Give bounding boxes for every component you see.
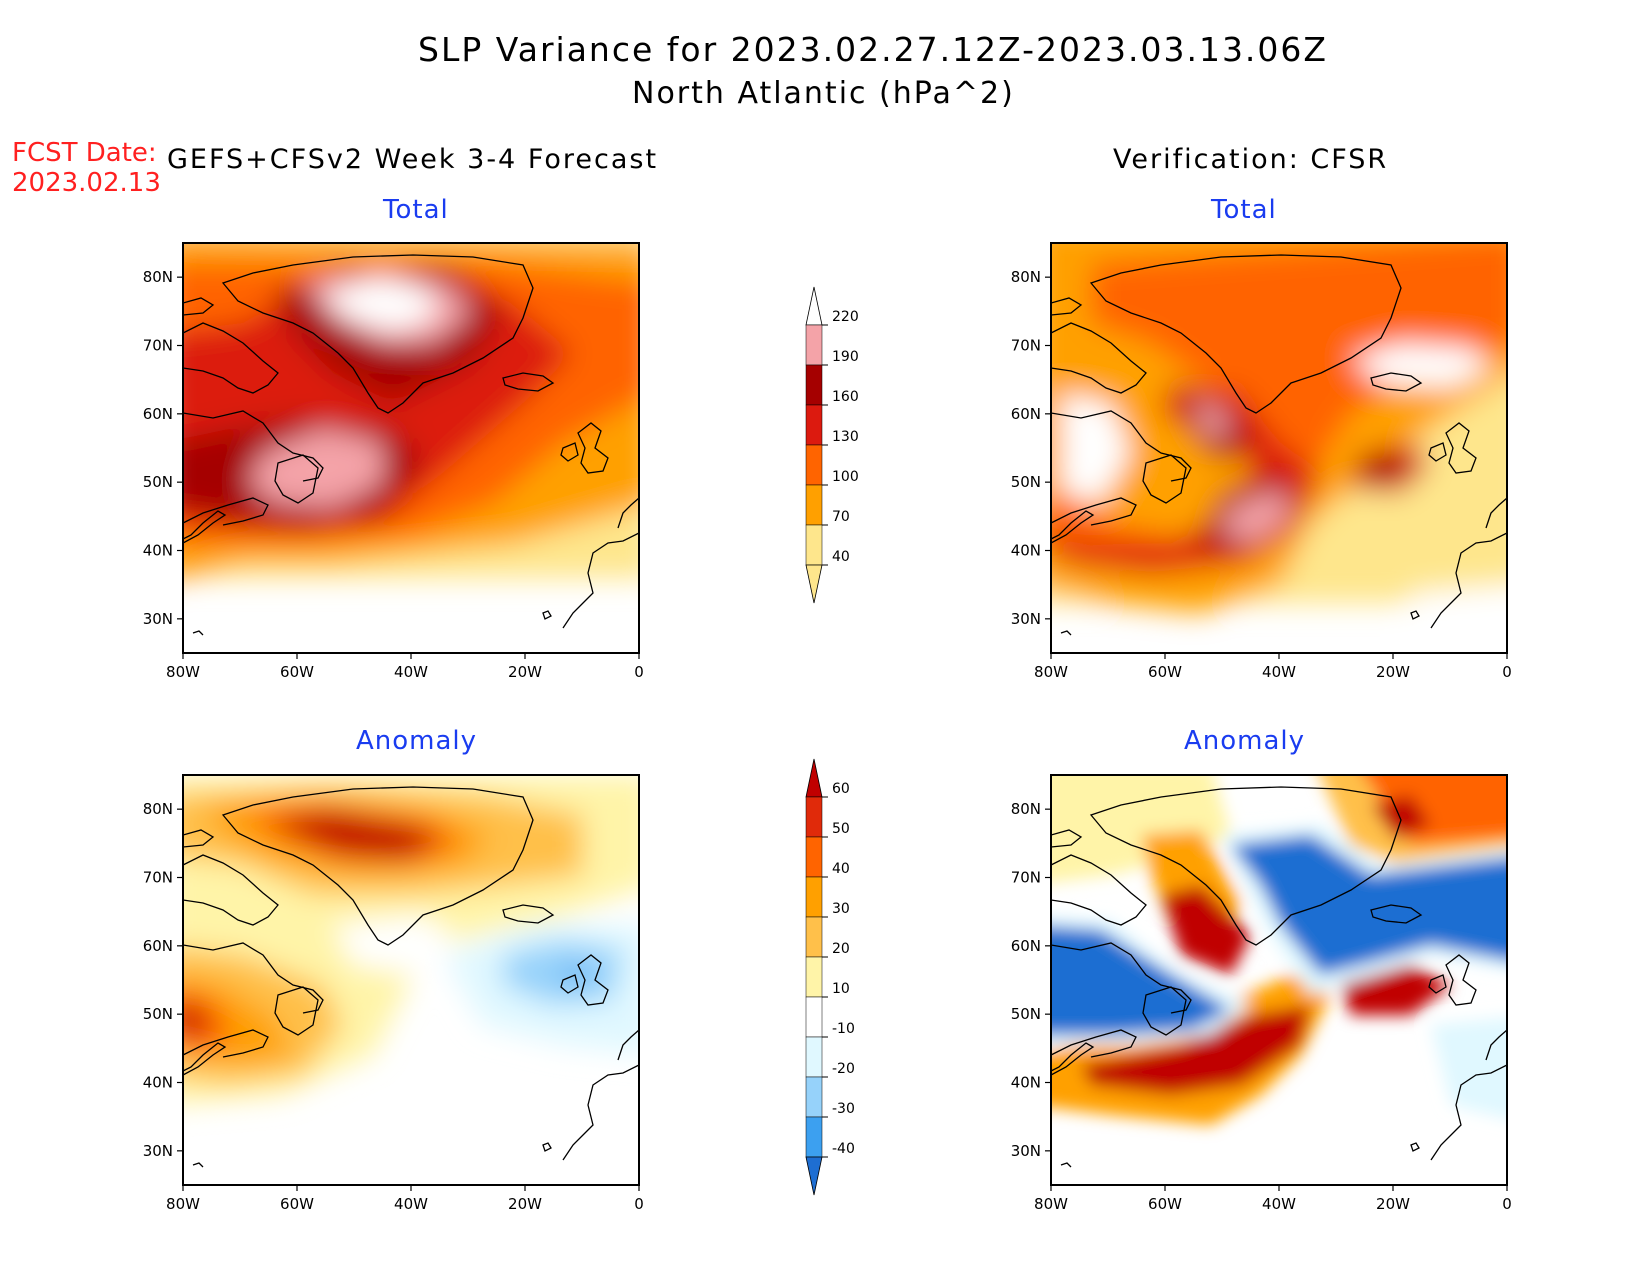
colorbar-swatch	[805, 484, 823, 526]
lon-label: 40W	[394, 663, 428, 681]
colorbar-label: 220	[832, 309, 859, 325]
lat-label: 70N	[143, 869, 173, 887]
lat-label: 70N	[1011, 869, 1041, 887]
colorbar-label: 50	[832, 821, 850, 837]
lon-label: 60W	[280, 663, 314, 681]
lon-label: 0	[634, 1195, 644, 1213]
left-header: GEFS+CFSv2 Week 3-4 Forecast	[167, 144, 659, 175]
colorbar-swatch	[805, 956, 823, 998]
lat-label: 70N	[143, 337, 173, 355]
lon-label: 20W	[508, 1195, 542, 1213]
lat-label: 40N	[1011, 542, 1041, 560]
colorbar-top-arrow	[805, 286, 823, 326]
lat-label: 50N	[1011, 1005, 1041, 1023]
subtitle: North Atlantic (hPa^2)	[632, 76, 1015, 111]
main-title: SLP Variance for 2023.02.27.12Z-2023.03.…	[418, 30, 1329, 69]
lon-label: 60W	[1148, 663, 1182, 681]
panel-title-verif-anomaly: Anomaly	[1184, 726, 1306, 756]
lon-label: 0	[1502, 1195, 1512, 1213]
colorbar-label: 60	[832, 781, 850, 797]
colorbar-swatch	[805, 1036, 823, 1078]
lon-label: 0	[634, 663, 644, 681]
lat-label: 30N	[1011, 610, 1041, 628]
right-header: Verification: CFSR	[1113, 144, 1389, 175]
lat-label: 60N	[1011, 405, 1041, 423]
lon-label: 80W	[166, 1195, 200, 1213]
colorbar-label: 190	[832, 349, 859, 365]
colorbar-label: 10	[832, 981, 850, 997]
colorbar-bottom-arrow	[805, 564, 823, 604]
colorbar-anomaly: 60 50 40 30 20 10 -10 -20 -30 -40	[805, 758, 855, 1196]
colorbar-label: -10	[832, 1021, 855, 1037]
colorbar-label: -40	[832, 1141, 855, 1157]
colorbar-bottom-arrow	[805, 1156, 823, 1196]
map-verification-total	[1050, 242, 1508, 654]
lon-label: 20W	[1376, 663, 1410, 681]
lat-label: 50N	[1011, 473, 1041, 491]
lon-label: 80W	[1034, 663, 1068, 681]
lat-label: 50N	[143, 473, 173, 491]
colorbar-label: -20	[832, 1061, 855, 1077]
lat-label: 80N	[1011, 268, 1041, 286]
colorbar-label: 20	[832, 941, 850, 957]
lat-label: 40N	[1011, 1074, 1041, 1092]
lat-label: 30N	[143, 1142, 173, 1160]
map-forecast-anomaly	[182, 774, 640, 1186]
lat-label: 80N	[143, 800, 173, 818]
colorbar-swatch	[805, 364, 823, 406]
colorbar-label: 40	[832, 861, 850, 877]
lat-label: 30N	[1011, 1142, 1041, 1160]
lat-label: 60N	[143, 937, 173, 955]
lon-label: 60W	[280, 1195, 314, 1213]
map-forecast-total	[182, 242, 640, 654]
colorbar-total: 220 190 160 130 100 70 40	[805, 286, 859, 604]
lon-label: 40W	[1262, 1195, 1296, 1213]
colorbar-swatch	[805, 524, 823, 566]
lat-label: 50N	[143, 1005, 173, 1023]
lat-label: 80N	[143, 268, 173, 286]
colorbar-swatch	[805, 996, 823, 1038]
lon-label: 40W	[394, 1195, 428, 1213]
colorbar-label: 40	[832, 549, 850, 565]
colorbar-top-arrow	[805, 758, 823, 798]
colorbar-label: 30	[832, 901, 850, 917]
colorbar-label: 160	[832, 389, 859, 405]
fcst-date-label: FCST Date:	[12, 138, 157, 168]
panel-title-fcst-total: Total	[383, 195, 449, 225]
lat-label: 60N	[143, 405, 173, 423]
lon-label: 0	[1502, 663, 1512, 681]
lon-label: 60W	[1148, 1195, 1182, 1213]
colorbar-swatch	[805, 1076, 823, 1118]
colorbar-label: 70	[832, 509, 850, 525]
lat-label: 70N	[1011, 337, 1041, 355]
colorbar-swatch	[805, 796, 823, 838]
colorbar-swatch	[805, 444, 823, 486]
colorbar-swatch	[805, 916, 823, 958]
lat-label: 30N	[143, 610, 173, 628]
colorbar-swatch	[805, 836, 823, 878]
lon-label: 80W	[1034, 1195, 1068, 1213]
colorbar-swatch	[805, 1116, 823, 1158]
colorbar-swatch	[805, 324, 823, 366]
colorbar-label: -30	[832, 1101, 855, 1117]
panel-title-verif-total: Total	[1211, 195, 1277, 225]
colorbar-label: 100	[832, 469, 859, 485]
colorbar-swatch	[805, 876, 823, 918]
lon-label: 20W	[508, 663, 542, 681]
lat-label: 40N	[143, 542, 173, 560]
lat-label: 60N	[1011, 937, 1041, 955]
lon-label: 20W	[1376, 1195, 1410, 1213]
lon-label: 40W	[1262, 663, 1296, 681]
fcst-date-value: 2023.02.13	[12, 168, 161, 198]
colorbar-label: 130	[832, 429, 859, 445]
lat-label: 80N	[1011, 800, 1041, 818]
lon-label: 80W	[166, 663, 200, 681]
lat-label: 40N	[143, 1074, 173, 1092]
panel-title-fcst-anomaly: Anomaly	[356, 726, 478, 756]
colorbar-swatch	[805, 404, 823, 446]
